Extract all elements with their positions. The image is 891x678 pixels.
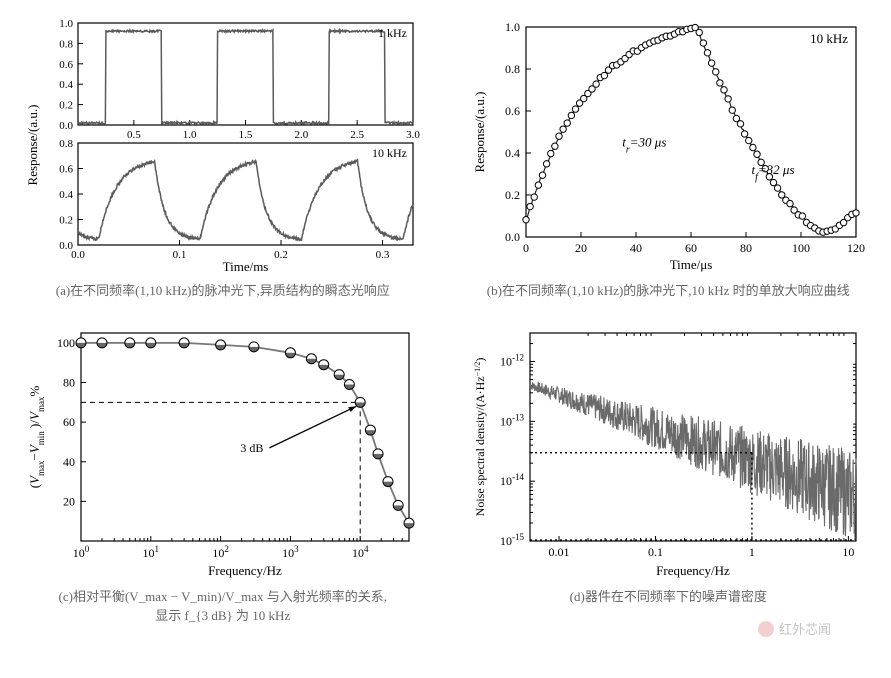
svg-text:40: 40: [630, 241, 642, 255]
svg-text:Frequency/Hz: Frequency/Hz: [208, 563, 282, 578]
svg-text:0.1: 0.1: [648, 545, 663, 559]
svg-text:10-14: 10-14: [500, 472, 524, 488]
svg-text:0.6: 0.6: [59, 59, 73, 71]
svg-text:60: 60: [685, 241, 697, 255]
figure-grid: Response/(a.u.)0.51.01.52.02.53.00.00.20…: [15, 15, 876, 626]
watermark: 红外芯闻: [757, 619, 831, 638]
svg-text:20: 20: [575, 241, 587, 255]
caption-b: (b)在不同频率(1,10 kHz)的脉冲光下,10 kHz 时的单放大响应曲线: [487, 281, 850, 301]
svg-text:10: 10: [843, 545, 855, 559]
svg-text:0.2: 0.2: [274, 249, 288, 261]
svg-text:0.4: 0.4: [59, 189, 73, 201]
panel-a-svg: Response/(a.u.) 0.5 1.0 1.5 2.0 2.5 3.0 0.0 0.2 0…: [23, 15, 423, 275]
svg-text:1 kHz: 1 kHz: [378, 26, 407, 40]
svg-text:3.0: 3.0: [406, 129, 420, 141]
panel-b: 0 20 40 60 80 100 120 0.0 0.2 0.4 0.6 0.8 1.0 Respons…: [461, 15, 877, 301]
svg-text:103: 103: [282, 544, 299, 560]
svg-text:80: 80: [740, 241, 752, 255]
svg-text:100: 100: [73, 544, 90, 560]
svg-text:0.0: 0.0: [59, 120, 73, 132]
svg-text:0.0: 0.0: [71, 249, 85, 261]
svg-text:10-15: 10-15: [500, 532, 524, 548]
svg-text:60: 60: [63, 415, 75, 429]
svg-text:Frequency/Hz: Frequency/Hz: [656, 563, 730, 578]
caption-c-line1: (c)相对平衡(V_max − V_min)/V_max 与入射光频率的关系,: [59, 587, 387, 607]
svg-text:0.6: 0.6: [505, 104, 520, 118]
caption-c-line2: 显示 f_{3 dB} 为 10 kHz: [155, 606, 290, 626]
panel-d: 0.01 0.1 1 10 10-15 10-14 10-13 10-12 Noise spec…: [461, 321, 877, 626]
svg-text:Time/ms: Time/ms: [222, 259, 268, 274]
svg-text:100: 100: [792, 241, 810, 255]
svg-text:3 dB: 3 dB: [240, 440, 263, 454]
svg-text:1.0: 1.0: [59, 18, 73, 30]
svg-text:40: 40: [63, 454, 75, 468]
svg-text:1.0: 1.0: [183, 129, 197, 141]
svg-text:0.3: 0.3: [375, 249, 389, 261]
svg-text:0.4: 0.4: [59, 79, 73, 91]
svg-text:0.6: 0.6: [59, 164, 73, 176]
svg-text:100: 100: [57, 335, 75, 349]
svg-text:0.2: 0.2: [59, 100, 73, 112]
panel-c: 100 101 102 103 104 20 40 60 80 100 (Vmax−Vmin )/V…: [15, 321, 431, 626]
watermark-text: 红外芯闻: [779, 619, 831, 638]
svg-text:20: 20: [63, 494, 75, 508]
svg-text:10 kHz: 10 kHz: [372, 146, 407, 160]
svg-text:0.8: 0.8: [59, 138, 73, 150]
svg-text:0.4: 0.4: [505, 146, 520, 160]
panel-d-svg: 0.01 0.1 1 10 10-15 10-14 10-13 10-12 Noise spec…: [468, 321, 868, 581]
svg-text:10 kHz: 10 kHz: [810, 31, 848, 46]
svg-text:Response/(a.u.): Response/(a.u.): [25, 105, 40, 186]
svg-text:0.8: 0.8: [59, 38, 73, 50]
svg-text:0: 0: [523, 241, 529, 255]
panel-a: Response/(a.u.) 0.5 1.0 1.5 2.0 2.5 3.0 0.0 0.2 0…: [15, 15, 431, 301]
svg-text:0.1: 0.1: [172, 249, 186, 261]
svg-text:(Vmax−Vmin )/Vmax%: (Vmax−Vmin )/Vmax%: [27, 385, 46, 488]
svg-text:tr=30 μs: tr=30 μs: [623, 135, 667, 156]
svg-text:104: 104: [352, 544, 369, 560]
svg-text:0.8: 0.8: [505, 62, 520, 76]
svg-text:101: 101: [142, 544, 158, 560]
svg-text:0.2: 0.2: [505, 188, 520, 202]
svg-text:120: 120: [847, 241, 865, 255]
panel-b-svg: 0 20 40 60 80 100 120 0.0 0.2 0.4 0.6 0.8 1.0 Respons…: [468, 15, 868, 275]
watermark-icon: [757, 620, 775, 638]
svg-text:2.5: 2.5: [350, 129, 364, 141]
svg-text:10-13: 10-13: [500, 412, 524, 428]
panel-c-svg: 100 101 102 103 104 20 40 60 80 100 (Vmax−Vmin )/V…: [23, 321, 423, 581]
svg-text:10-12: 10-12: [500, 352, 524, 368]
svg-text:Noise spectral density/(A·Hz−1: Noise spectral density/(A·Hz−1/2): [473, 357, 488, 516]
svg-text:1.5: 1.5: [238, 129, 252, 141]
svg-text:0.0: 0.0: [505, 230, 520, 244]
svg-text:Response/(a.u.): Response/(a.u.): [472, 92, 487, 173]
svg-text:0.01: 0.01: [549, 545, 570, 559]
svg-text:0.2: 0.2: [59, 215, 73, 227]
caption-d: (d)器件在不同频率下的噪声谱密度: [570, 587, 767, 607]
caption-a: (a)在不同频率(1,10 kHz)的脉冲光下,异质结构的瞬态光响应: [56, 281, 390, 301]
svg-text:2.0: 2.0: [294, 129, 308, 141]
svg-text:Time/μs: Time/μs: [670, 257, 713, 272]
svg-text:1: 1: [749, 545, 755, 559]
svg-text:0.0: 0.0: [59, 240, 73, 252]
svg-text:0.5: 0.5: [127, 129, 141, 141]
svg-text:80: 80: [63, 375, 75, 389]
svg-text:1.0: 1.0: [505, 20, 520, 34]
svg-text:102: 102: [212, 544, 229, 560]
